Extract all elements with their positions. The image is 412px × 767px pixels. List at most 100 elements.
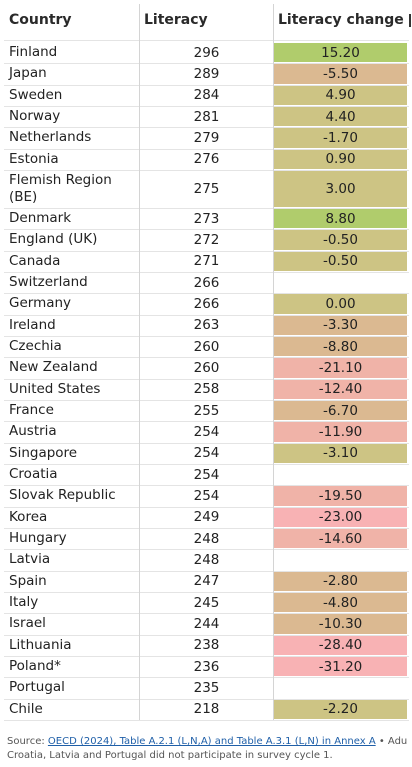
row-divider xyxy=(4,656,409,657)
row-divider xyxy=(4,464,409,465)
row-divider xyxy=(4,613,409,614)
literacy-cell: 254 xyxy=(193,423,220,440)
row-divider xyxy=(4,336,409,337)
literacy-change-cell: 15.20 xyxy=(274,43,407,63)
literacy-change-cell: -0.50 xyxy=(274,230,407,250)
country-cell: Denmark xyxy=(9,210,72,227)
country-cell: United States xyxy=(9,380,101,397)
source-line: Source: OECD (2024), Table A.2.1 (L,N,A)… xyxy=(7,735,412,749)
literacy-change-cell: 3.00 xyxy=(274,170,407,207)
row-divider xyxy=(4,528,409,529)
literacy-cell: 281 xyxy=(193,108,220,125)
column-divider-change xyxy=(273,4,274,720)
row-divider xyxy=(4,379,409,380)
literacy-cell: 258 xyxy=(193,381,220,398)
country-cell: Ireland xyxy=(9,316,56,333)
literacy-cell: 235 xyxy=(193,679,220,696)
column-header-country[interactable]: Country xyxy=(9,12,72,28)
literacy-cell: 296 xyxy=(193,44,220,61)
country-cell: Switzerland xyxy=(9,274,88,291)
column-divider-literacy xyxy=(139,4,140,720)
literacy-cell: 238 xyxy=(193,637,220,654)
column-header-literacy[interactable]: Literacy xyxy=(144,12,208,28)
literacy-change-cell: -1.70 xyxy=(274,128,407,148)
country-cell: Norway xyxy=(9,108,61,125)
country-cell: Chile xyxy=(9,700,43,717)
literacy-cell: 266 xyxy=(193,274,220,291)
source-suffix: • Adu xyxy=(375,736,408,747)
country-cell: Spain xyxy=(9,572,47,589)
literacy-change-cell: -21.10 xyxy=(274,358,407,378)
country-cell: Singapore xyxy=(9,444,78,461)
literacy-change-cell: 8.80 xyxy=(274,208,407,229)
row-divider xyxy=(4,571,409,572)
row-divider xyxy=(4,443,409,444)
literacy-change-cell xyxy=(274,465,407,484)
literacy-change-cell: 4.90 xyxy=(274,85,407,105)
literacy-change-cell: -5.50 xyxy=(274,64,407,84)
literacy-cell: 244 xyxy=(193,615,220,632)
literacy-cell: 260 xyxy=(193,359,220,376)
country-cell: Canada xyxy=(9,252,61,269)
literacy-change-cell: -2.20 xyxy=(274,699,407,719)
literacy-change-cell: -8.80 xyxy=(274,336,407,357)
literacy-cell: 266 xyxy=(193,295,220,312)
literacy-cell: 260 xyxy=(193,338,220,355)
literacy-cell: 276 xyxy=(193,151,220,168)
literacy-change-cell: -28.40 xyxy=(274,635,407,655)
literacy-change-cell: -23.00 xyxy=(274,507,407,527)
row-divider xyxy=(4,293,409,294)
country-cell: Israel xyxy=(9,615,46,632)
country-cell: Finland xyxy=(9,44,58,61)
country-cell: Croatia xyxy=(9,466,58,483)
row-divider xyxy=(4,549,409,550)
literacy-change-cell: -3.30 xyxy=(274,315,407,335)
row-divider xyxy=(4,720,409,721)
country-cell: Korea xyxy=(9,508,48,525)
source-prefix: Source: xyxy=(7,736,48,747)
country-cell: Estonia xyxy=(9,150,59,167)
country-cell: Slovak Republic xyxy=(9,487,116,504)
literacy-change-cell: -12.40 xyxy=(274,379,407,399)
row-divider xyxy=(4,251,409,252)
country-cell: Czechia xyxy=(9,338,62,355)
country-cell: Germany xyxy=(9,295,72,312)
literacy-cell: 254 xyxy=(193,445,220,462)
country-cell: Latvia xyxy=(9,551,51,568)
literacy-cell: 272 xyxy=(193,231,220,248)
row-divider xyxy=(4,149,409,150)
literacy-change-cell: 0.00 xyxy=(274,294,407,314)
country-cell: Lithuania xyxy=(9,636,72,653)
literacy-change-cell: -14.60 xyxy=(274,528,407,549)
literacy-cell: 236 xyxy=(193,658,220,675)
literacy-cell: 254 xyxy=(193,466,220,483)
literacy-cell: 245 xyxy=(193,594,220,611)
literacy-cell: 273 xyxy=(193,210,220,227)
next-column-header-stub xyxy=(409,0,412,40)
literacy-cell: 263 xyxy=(193,317,220,334)
literacy-cell: 289 xyxy=(193,65,220,82)
country-cell: Sweden xyxy=(9,86,63,103)
literacy-change-cell: -11.90 xyxy=(274,422,407,442)
row-divider xyxy=(4,400,409,401)
source-link[interactable]: OECD (2024), Table A.2.1 (L,N,A) and Tab… xyxy=(47,736,376,747)
literacy-cell: 248 xyxy=(193,530,220,547)
literacy-change-cell: -6.70 xyxy=(274,400,407,421)
literacy-change-cell: -31.20 xyxy=(274,656,407,677)
literacy-cell: 247 xyxy=(193,573,220,590)
header-divider xyxy=(4,40,409,41)
literacy-change-cell: 0.90 xyxy=(274,149,407,169)
literacy-cell: 254 xyxy=(193,487,220,504)
literacy-change-cell: 4.40 xyxy=(274,106,407,127)
literacy-change-cell: -0.50 xyxy=(274,251,407,271)
country-cell: New Zealand xyxy=(9,359,98,376)
row-divider xyxy=(4,63,409,64)
country-cell: Austria xyxy=(9,423,57,440)
row-divider xyxy=(4,677,409,678)
row-divider xyxy=(4,106,409,107)
footer: Source: OECD (2024), Table A.2.1 (L,N,A)… xyxy=(7,735,412,763)
column-header-literacy-change[interactable]: Literacy change xyxy=(278,12,404,28)
literacy-cell: 249 xyxy=(193,509,220,526)
country-cell: Portugal xyxy=(9,679,65,696)
country-cell: Italy xyxy=(9,594,39,611)
